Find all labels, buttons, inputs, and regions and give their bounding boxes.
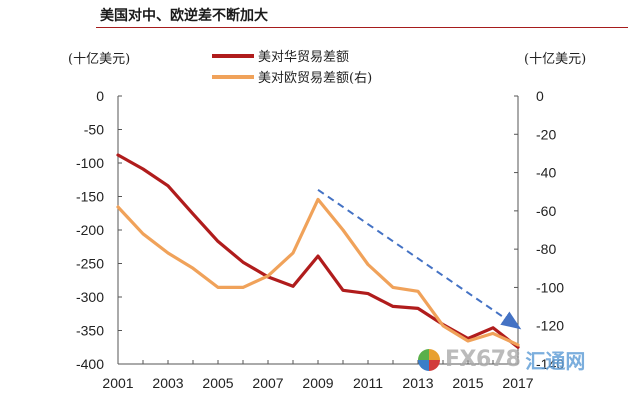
x-tick-label: 2015: [452, 375, 483, 391]
legend-item-europe: 美对欧贸易差额(右): [212, 66, 372, 87]
title-underline: [96, 27, 628, 28]
right-y-tick-label: -20: [536, 126, 556, 142]
right-y-tick-label: -140: [536, 356, 564, 372]
legend-label-china: 美对华贸易差额: [258, 50, 350, 65]
left-y-tick-label: -100: [76, 155, 104, 171]
x-tick-label: 2009: [302, 375, 333, 391]
legend-swatch-china: [212, 53, 254, 58]
right-y-tick-label: 0: [536, 88, 544, 104]
right-y-tick-label: -60: [536, 203, 556, 219]
right-y-tick-label: -80: [536, 241, 556, 257]
chart-title: 美国对中、欧逆差不断加大: [100, 8, 268, 24]
x-tick-label: 2017: [502, 375, 533, 391]
right-y-tick-label: -40: [536, 165, 556, 181]
left-axis-unit-label: (十亿美元): [68, 52, 131, 67]
legend-label-europe: 美对欧贸易差额(右): [258, 71, 373, 86]
left-y-tick-label: -50: [84, 122, 104, 138]
watermark-suffix: 汇通网: [525, 349, 586, 373]
legend-swatch-europe: [212, 74, 254, 79]
right-axis-unit-label: (十亿美元): [524, 52, 587, 67]
x-tick-label: 2005: [202, 375, 233, 391]
series-line-europe: [116, 197, 520, 347]
x-tick-label: 2007: [252, 375, 283, 391]
watermark-brand: FX678: [445, 347, 521, 372]
right-y-tick-label: -120: [536, 318, 564, 334]
left-y-tick-label: -200: [76, 222, 104, 238]
series-line-china: [116, 153, 520, 349]
left-y-tick-label: -250: [76, 256, 104, 272]
chart-legend: 美对华贸易差额 美对欧贸易差额(右): [212, 45, 372, 87]
right-y-tick-label: -100: [536, 279, 564, 295]
x-tick-label: 2011: [353, 375, 383, 391]
watermark: FX678 汇通网: [418, 345, 585, 374]
x-tick-label: 2013: [402, 375, 433, 391]
legend-item-china: 美对华贸易差额: [212, 45, 372, 66]
left-y-tick-label: -300: [76, 289, 104, 305]
fx678-logo-icon: [418, 348, 440, 371]
x-tick-label: 2001: [102, 375, 133, 391]
trend-arrow: [317, 188, 522, 330]
left-y-tick-label: -150: [76, 189, 104, 205]
x-tick-label: 2003: [152, 375, 183, 391]
left-y-tick-label: -350: [76, 323, 104, 339]
left-y-tick-label: -400: [76, 356, 104, 372]
left-y-tick-label: 0: [96, 88, 104, 104]
